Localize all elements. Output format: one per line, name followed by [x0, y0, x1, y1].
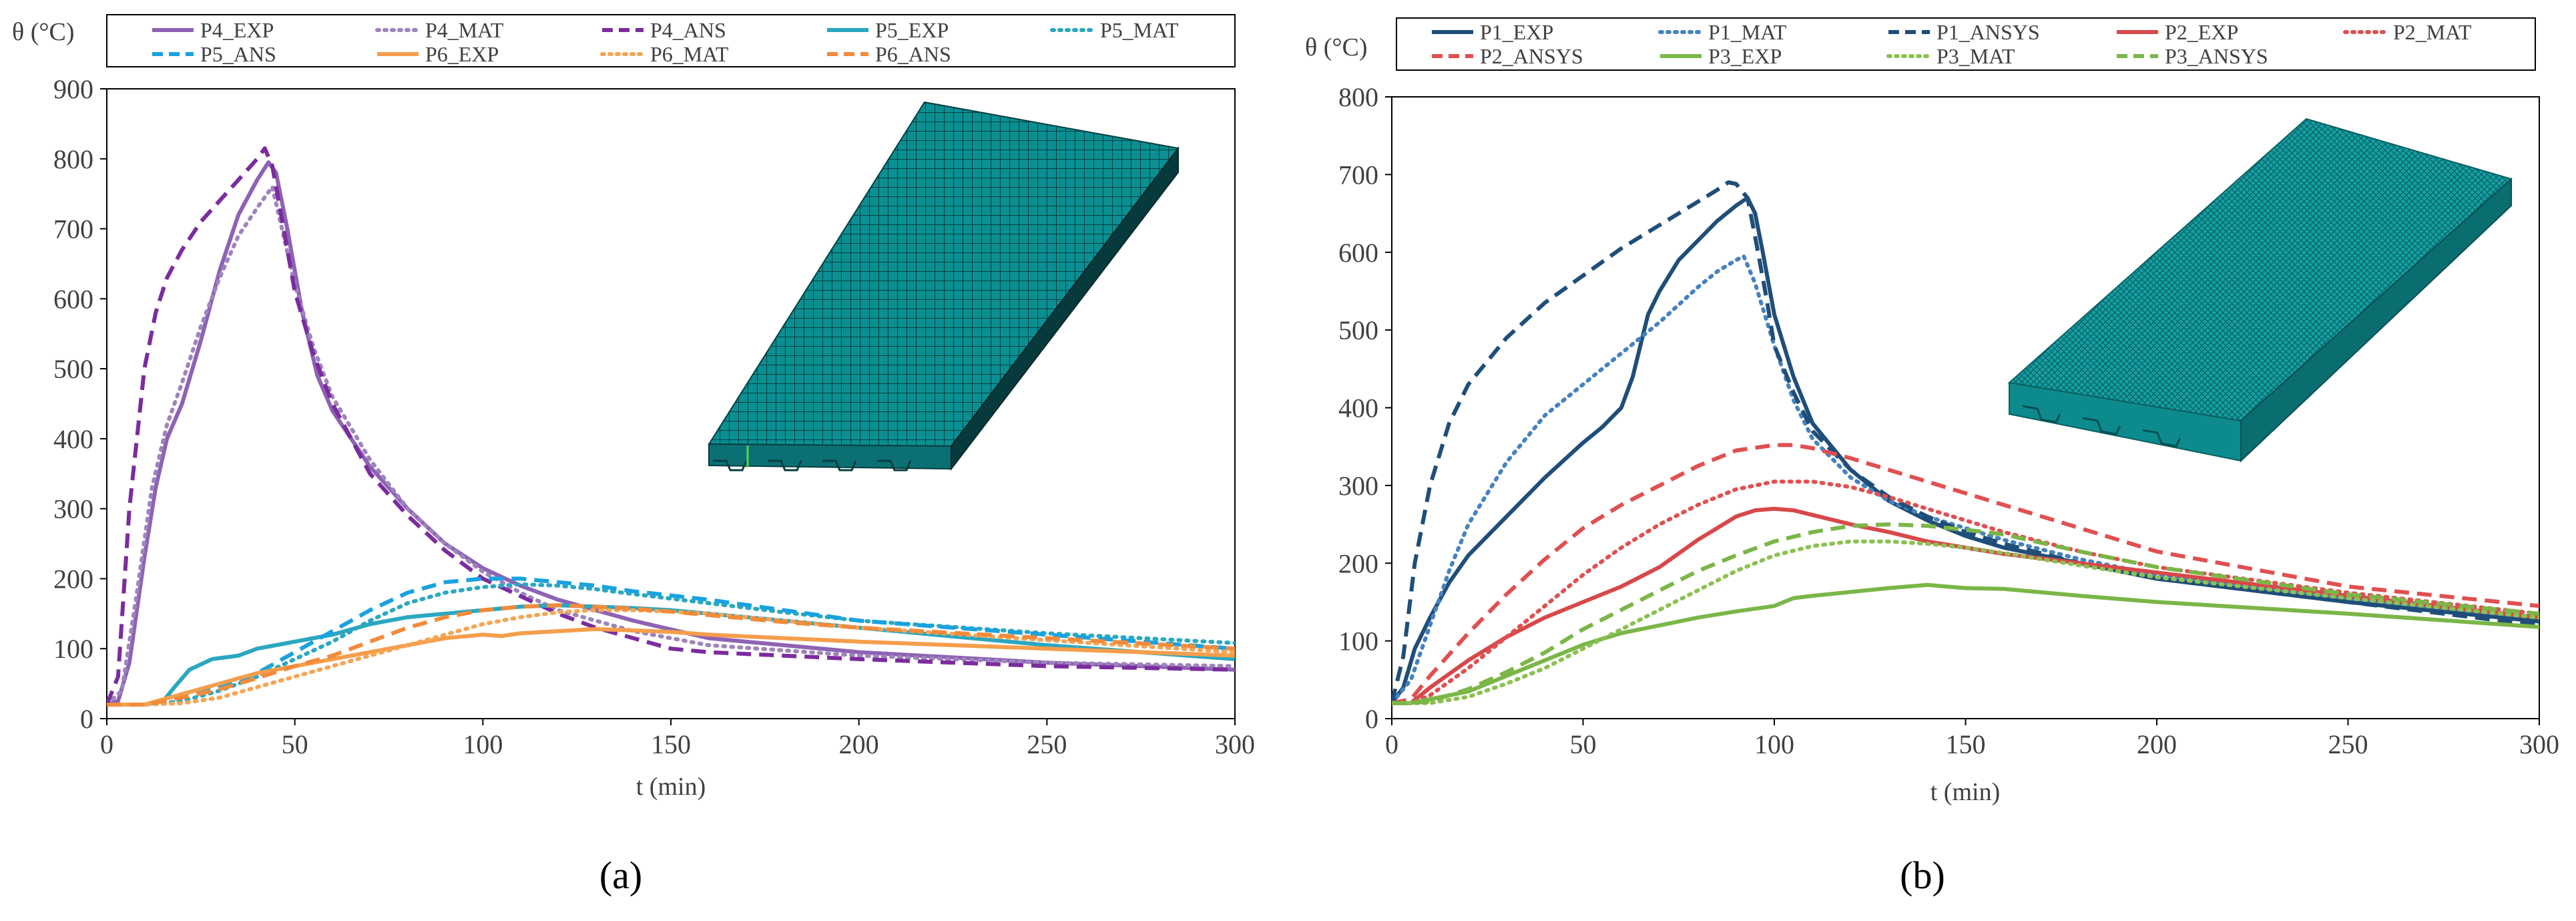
y-tick-label: 200	[1338, 548, 1378, 578]
y-tick-label: 400	[1338, 393, 1378, 423]
legend-label-p1-mat: P1_MAT	[1708, 20, 1787, 44]
legend-label-p5-mat: P5_MAT	[1100, 18, 1179, 42]
series-line-p5-ans	[107, 576, 1235, 707]
legend-label-p5-ans: P5_ANS	[200, 42, 276, 66]
y-tick-label: 600	[53, 284, 93, 314]
legend-label-p2-exp: P2_EXP	[2165, 20, 2238, 44]
x-tick-label: 300	[2519, 729, 2559, 759]
x-tick-label: 100	[463, 729, 503, 759]
y-tick-label: 700	[53, 214, 93, 244]
x-tick-label: 250	[2328, 729, 2368, 759]
legend-label-p6-mat: P6_MAT	[650, 42, 729, 66]
y-tick-label: 0	[1365, 704, 1378, 734]
y-tick-label: 700	[1338, 160, 1378, 190]
y-tick-label: 400	[53, 424, 93, 454]
legend-label-p6-exp: P6_EXP	[425, 42, 499, 66]
legend-label-p4-exp: P4_EXP	[200, 18, 274, 42]
series-line-p1-mat	[1392, 254, 2539, 705]
y-tick-label: 300	[53, 494, 93, 524]
x-axis-label-a: t (min)	[636, 773, 706, 801]
panel-label-b: (b)	[1900, 854, 1945, 897]
x-tick-label: 100	[1754, 729, 1794, 759]
series-line-p6-ans	[107, 603, 1235, 707]
legend-label-p2-ansys: P2_ANSYS	[1480, 44, 1583, 68]
x-tick-label: 0	[100, 729, 113, 759]
x-axis-label-b: t (min)	[1930, 778, 2000, 806]
legend-label-p5-exp: P5_EXP	[875, 18, 949, 42]
series-line-p6-exp	[107, 626, 1235, 707]
x-tick-label: 150	[1946, 729, 1986, 759]
series-line-p3-exp	[1392, 582, 2539, 705]
series-line-p3-ansys	[1392, 522, 2539, 705]
y-tick-label: 0	[80, 704, 93, 734]
y-tick-label: 500	[53, 354, 93, 384]
y-tick-label: 800	[53, 144, 93, 174]
legend-label-p4-mat: P4_MAT	[425, 18, 504, 42]
legend-label-p6-ans: P6_ANS	[875, 42, 951, 66]
y-axis-label-a: θ (°C)	[12, 18, 75, 46]
y-tick-label: 200	[53, 564, 93, 594]
legend-a	[106, 14, 1236, 67]
series-group-a	[107, 146, 1235, 707]
y-tick-label: 100	[1338, 626, 1378, 657]
series-group-b	[1392, 180, 2539, 705]
panel-a: 0 50 100 150 200 250 300 0 100 200 300 400 500 600 700…	[12, 14, 1255, 897]
mesh-model-inset-b	[2007, 118, 2513, 463]
legend-b	[1396, 17, 2536, 71]
y-tick-label: 600	[1338, 238, 1378, 268]
x-tick-label: 250	[1027, 729, 1067, 759]
x-tick-label: 50	[1570, 729, 1597, 759]
x-tick-label: 300	[1215, 729, 1255, 759]
x-tick-label: 150	[651, 729, 691, 759]
panel-label-a: (a)	[599, 854, 642, 897]
y-tick-label: 300	[1338, 471, 1378, 501]
legend-label-p2-mat: P2_MAT	[2393, 20, 2472, 44]
legend-label-p1-ansys: P1_ANSYS	[1937, 20, 2040, 44]
axes-a: 0 50 100 150 200 250 300 0 100 200 300 400 500 600 700…	[53, 74, 1255, 759]
legend-label-p3-exp: P3_EXP	[1708, 44, 1782, 68]
legend-label-p3-mat: P3_MAT	[1937, 44, 2015, 68]
legend-items-b: P1_EXP P1_MAT P1_ANSYS P2_EXP P2_MAT P2_ANSYS…	[1432, 20, 2472, 68]
x-tick-label: 0	[1385, 729, 1398, 759]
x-tick-label: 50	[282, 729, 308, 759]
axes-b: 0 50 100 150 200 250 300 0 100 200 300 400 500 600 700…	[1338, 82, 2559, 759]
y-tick-label: 900	[53, 74, 93, 104]
x-tick-label: 200	[839, 729, 879, 759]
legend-label-p3-ansys: P3_ANSYS	[2165, 44, 2268, 68]
panel-b: 0 50 100 150 200 250 300 0 100 200 300 400 500 600 700…	[1305, 17, 2559, 897]
series-line-p4-mat	[107, 184, 1235, 707]
legend-items-a: P4_EXP P4_MAT P4_ANS P5_EXP P5_MAT P5_ANS P6_E…	[152, 18, 1179, 66]
y-axis-label-b: θ (°C)	[1305, 33, 1368, 61]
series-line-p2-ansys	[1392, 443, 2539, 705]
x-tick-label: 200	[2137, 729, 2177, 759]
legend-label-p4-ans: P4_ANS	[650, 18, 726, 42]
series-line-p4-ans	[107, 146, 1235, 706]
y-tick-label: 800	[1338, 82, 1378, 112]
series-line-p3-mat	[1392, 539, 2539, 705]
series-line-p1-ansys	[1392, 180, 2539, 704]
series-line-p2-mat	[1392, 480, 2539, 705]
y-tick-label: 100	[53, 634, 93, 664]
y-tick-label: 500	[1338, 315, 1378, 345]
mesh-model-inset-a	[708, 101, 1180, 472]
legend-label-p1-exp: P1_EXP	[1480, 20, 1553, 44]
